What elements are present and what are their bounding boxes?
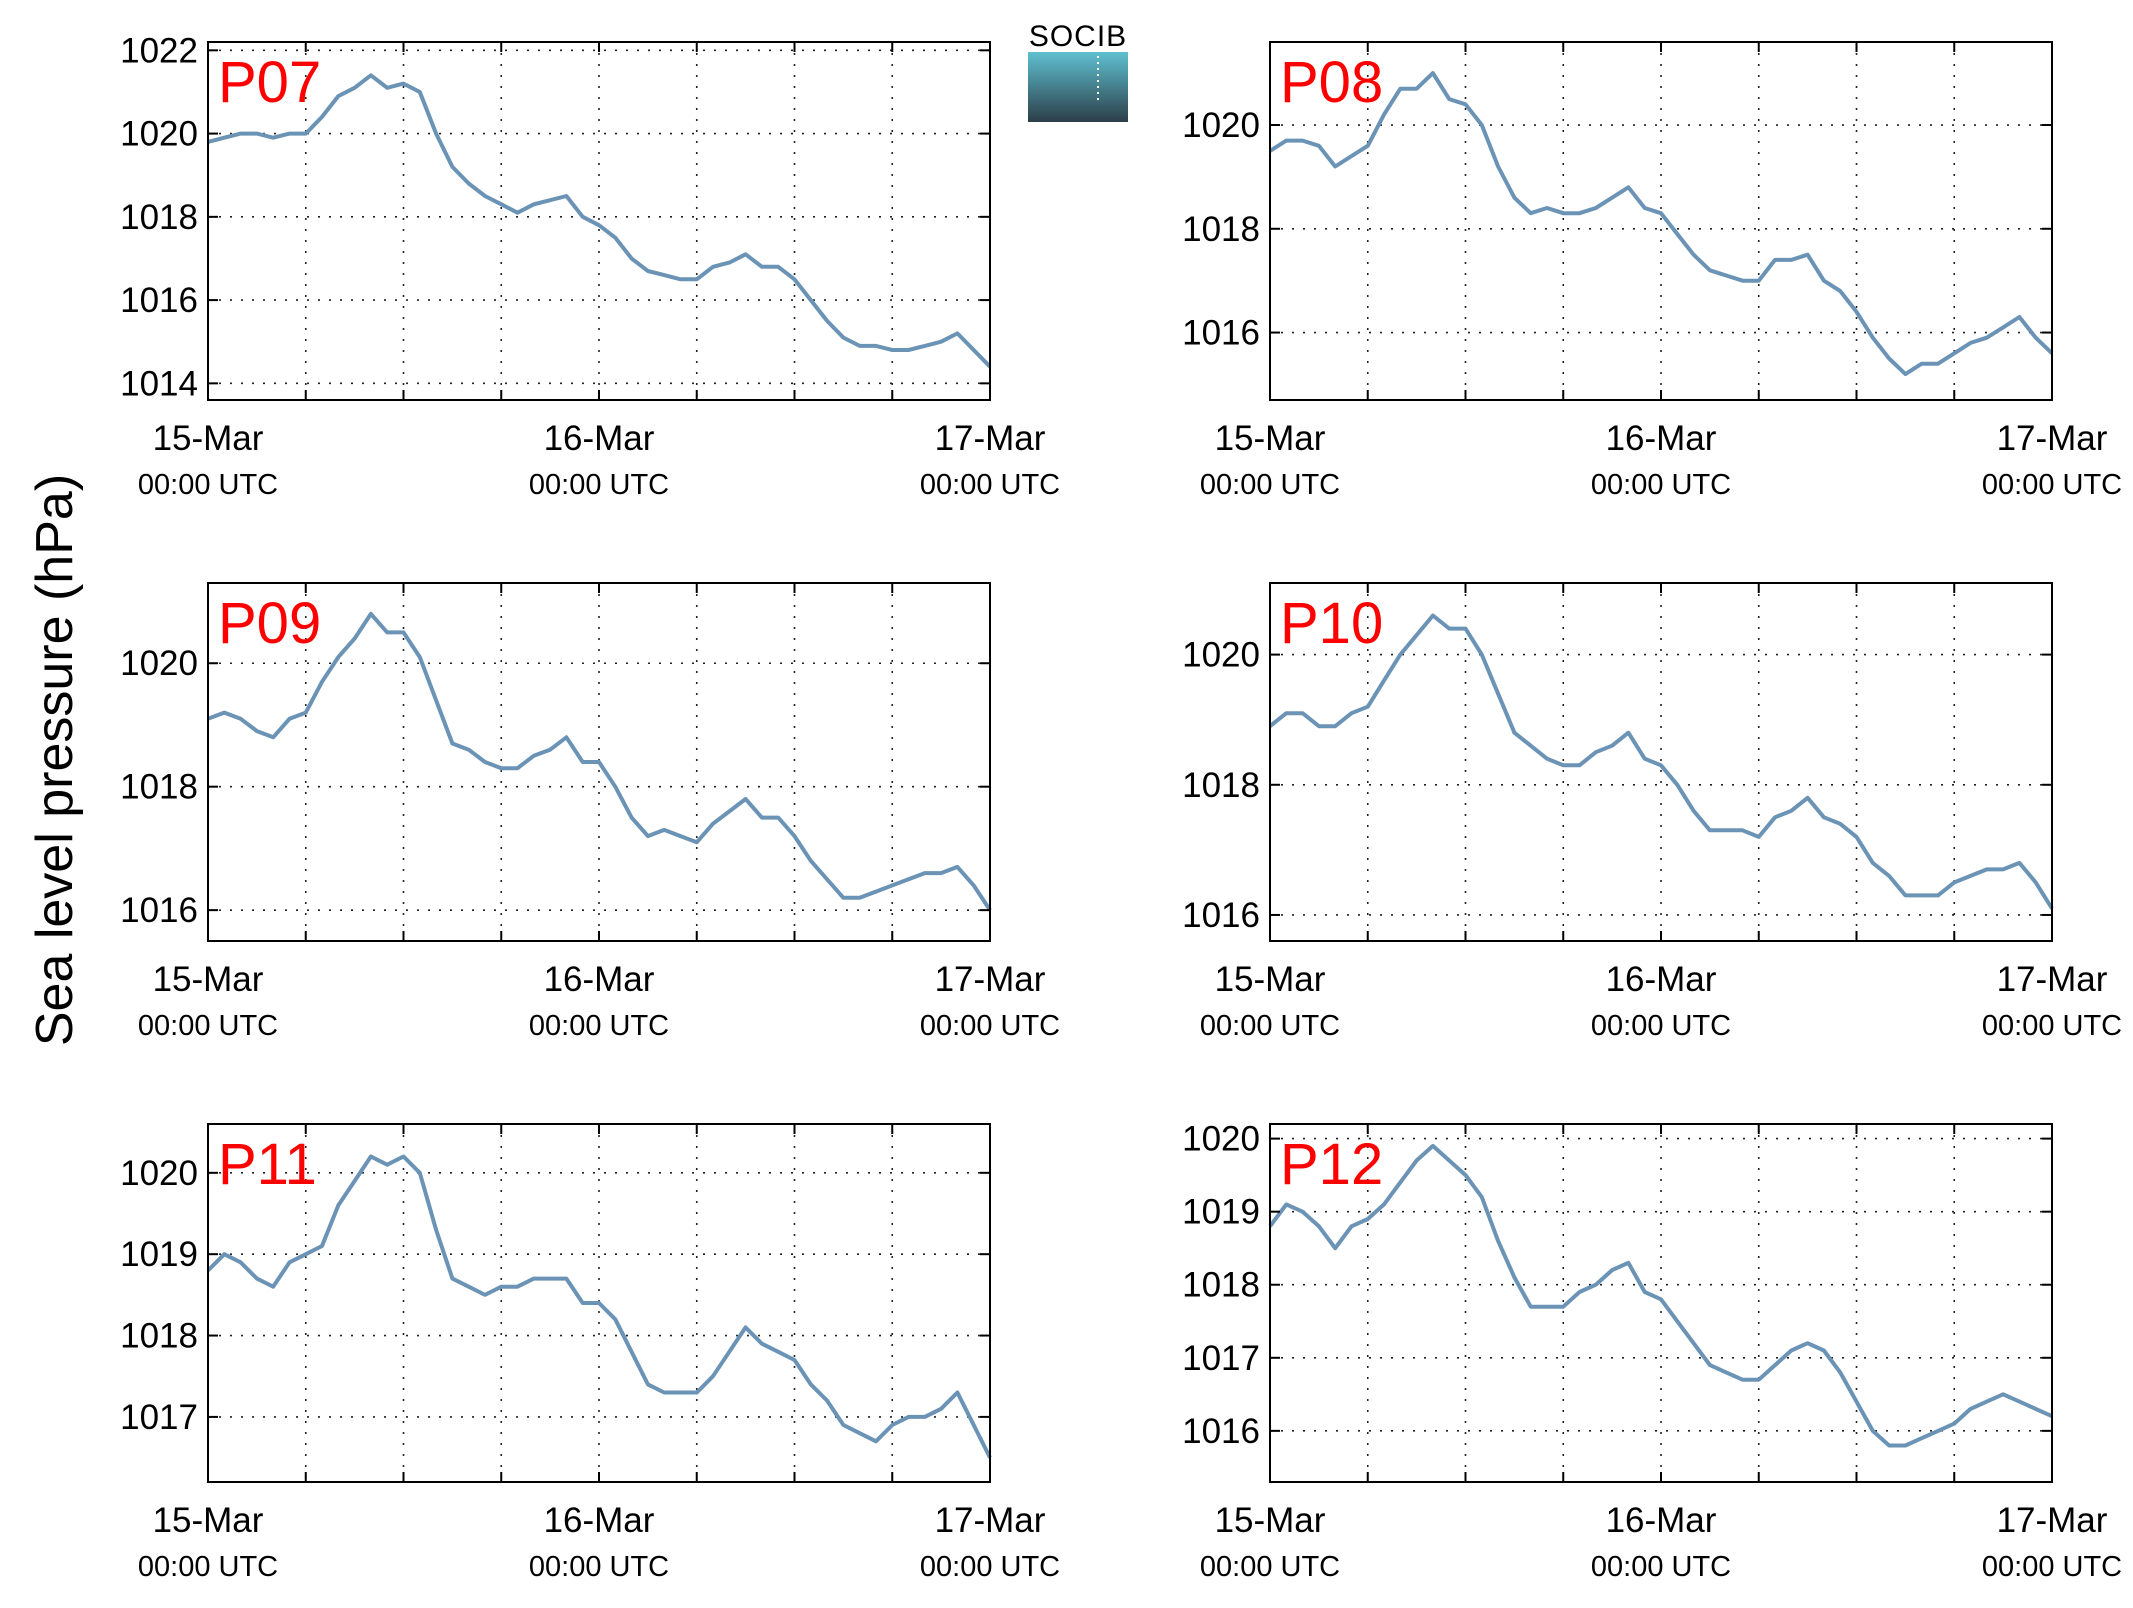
y-tick-label: 1016	[1182, 896, 1260, 935]
x-tick-label-time: 00:00 UTC	[1982, 1551, 2122, 1583]
x-tick-label-time: 00:00 UTC	[1200, 1551, 1340, 1583]
y-tick-label: 1016	[120, 281, 198, 320]
y-tick-label: 1020	[1182, 106, 1260, 145]
station-label: P07	[218, 50, 321, 115]
x-tick-label-date: 15-Mar	[1215, 1501, 1326, 1540]
y-tick-label: 1019	[120, 1235, 198, 1274]
y-tick-label: 1016	[1182, 314, 1260, 353]
x-tick-label-time: 00:00 UTC	[920, 1551, 1060, 1583]
x-tick-label-date: 16-Mar	[1606, 960, 1717, 999]
x-tick-label-time: 00:00 UTC	[1982, 469, 2122, 501]
x-tick-label-time: 00:00 UTC	[1200, 469, 1340, 501]
x-tick-label-date: 17-Mar	[935, 960, 1046, 999]
x-tick-label-time: 00:00 UTC	[1591, 1010, 1731, 1042]
plot-frame	[1269, 582, 2053, 942]
panel-p09: 1016 1018 1020 15-Mar 00:00 UTC 16-Mar 00:00 U…	[120, 582, 1060, 1042]
y-tick-label: 1018	[1182, 766, 1260, 805]
y-tick-label: 1018	[120, 1317, 198, 1356]
panel-p08: 1016 1018 1020 15-Mar 00:00 UTC 16-Mar 00:00 U…	[1182, 41, 2122, 501]
x-tick-label-time: 00:00 UTC	[138, 469, 278, 501]
x-tick-label-time: 00:00 UTC	[1200, 1010, 1340, 1042]
y-tick-label: 1016	[1182, 1412, 1260, 1451]
series-line	[1268, 71, 2054, 377]
plot-frame	[1269, 1123, 2053, 1483]
station-label: P09	[218, 591, 321, 656]
x-tick-label-date: 17-Mar	[935, 419, 1046, 458]
y-tick-label: 1017	[120, 1398, 198, 1437]
x-tick-label-date: 17-Mar	[935, 1501, 1046, 1540]
panels: 1014 1016 1018 1020 1022 15-Mar 00:00 UTC 16-Ma…	[120, 31, 2122, 1583]
y-tick-label: 1020	[1182, 636, 1260, 675]
x-tick-label-date: 15-Mar	[153, 419, 264, 458]
y-tick-label: 1014	[120, 364, 198, 403]
x-tick-label-time: 00:00 UTC	[1591, 469, 1731, 501]
y-tick-label: 1019	[1182, 1193, 1260, 1232]
x-tick-label-date: 16-Mar	[544, 419, 655, 458]
socib-logo-text: SOCIB	[1029, 20, 1127, 53]
x-tick-label-date: 17-Mar	[1997, 419, 2108, 458]
x-tick-label-date: 17-Mar	[1997, 1501, 2108, 1540]
x-tick-label-date: 16-Mar	[1606, 419, 1717, 458]
x-tick-label-date: 15-Mar	[153, 1501, 264, 1540]
socib-logo-block	[1028, 52, 1128, 122]
panel-p07: 1014 1016 1018 1020 1022 15-Mar 00:00 UTC 16-Ma…	[120, 31, 1060, 501]
y-tick-label: 1020	[120, 1154, 198, 1193]
x-tick-label-time: 00:00 UTC	[138, 1010, 278, 1042]
station-label: P11	[218, 1132, 317, 1197]
series-line	[207, 73, 992, 369]
series-line	[1268, 613, 2054, 910]
y-tick-label: 1020	[120, 115, 198, 154]
y-axis-label: Sea level pressure (hPa)	[26, 474, 84, 1046]
x-tick-label-date: 15-Mar	[1215, 419, 1326, 458]
panel-p10: 1016 1018 1020 15-Mar 00:00 UTC 16-Mar 00:00 U…	[1182, 582, 2122, 1042]
socib-logo: SOCIB	[1028, 20, 1128, 122]
series-line	[206, 1154, 992, 1459]
x-tick-label-time: 00:00 UTC	[1591, 1551, 1731, 1583]
x-tick-label-time: 00:00 UTC	[529, 1551, 669, 1583]
series-line	[207, 611, 992, 912]
y-tick-label: 1018	[120, 198, 198, 237]
y-tick-label: 1018	[1182, 210, 1260, 249]
station-label: P12	[1280, 1132, 1383, 1197]
x-tick-label-date: 17-Mar	[1997, 960, 2108, 999]
x-tick-label-date: 15-Mar	[1215, 960, 1326, 999]
x-tick-label-date: 16-Mar	[544, 960, 655, 999]
x-tick-label-date: 15-Mar	[153, 960, 264, 999]
y-tick-label: 1018	[120, 768, 198, 807]
station-label: P08	[1280, 50, 1383, 115]
y-tick-label: 1017	[1182, 1339, 1260, 1378]
y-tick-label: 1018	[1182, 1266, 1260, 1305]
x-tick-label-time: 00:00 UTC	[1982, 1010, 2122, 1042]
y-tick-label: 1020	[1182, 1120, 1260, 1159]
x-tick-label-time: 00:00 UTC	[529, 1010, 669, 1042]
y-tick-label: 1020	[120, 644, 198, 683]
x-tick-label-time: 00:00 UTC	[920, 469, 1060, 501]
x-tick-label-time: 00:00 UTC	[529, 469, 669, 501]
panel-p12: 1016 1017 1018 1019 1020 15-Mar 00:00 UTC 16-Ma…	[1182, 1120, 2122, 1583]
y-tick-label: 1016	[120, 891, 198, 930]
x-tick-label-time: 00:00 UTC	[138, 1551, 278, 1583]
series-line	[1268, 1143, 2053, 1448]
panel-p11: 1017 1018 1019 1020 15-Mar 00:00 UTC 16-Mar 00:…	[120, 1123, 1060, 1583]
plot-frame	[1269, 41, 2053, 401]
x-tick-label-time: 00:00 UTC	[920, 1010, 1060, 1042]
x-tick-label-date: 16-Mar	[1606, 1501, 1717, 1540]
y-tick-label: 1022	[120, 31, 198, 70]
x-tick-label-date: 16-Mar	[544, 1501, 655, 1540]
station-label: P10	[1280, 591, 1383, 656]
